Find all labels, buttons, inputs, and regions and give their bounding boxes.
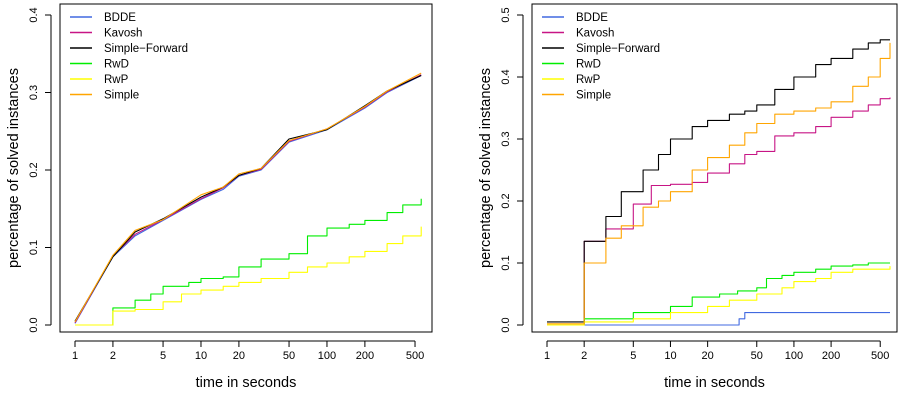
legend: BDDE Kavosh Simple−Forward RwD RwP Simple	[534, 6, 681, 105]
y-tick-label: 0.5	[500, 7, 512, 22]
x-tick-label: 20	[233, 350, 245, 362]
legend-label: Kavosh	[576, 28, 614, 40]
legend-label: Simple−Forward	[576, 43, 660, 55]
x-tick-label: 200	[356, 350, 374, 362]
legend-label: RwD	[104, 59, 129, 71]
series-line-rwp	[547, 266, 891, 326]
x-axis: 1 2 5 10 20 50 100 200 500	[544, 340, 889, 362]
y-tick-label: 0.1	[500, 255, 512, 270]
x-tick-label: 100	[785, 350, 803, 362]
plot-frame	[59, 3, 433, 333]
x-tick-label: 10	[664, 350, 676, 362]
legend-box	[62, 6, 209, 105]
legend-label: Kavosh	[104, 28, 142, 40]
series-line-kavosh	[74, 74, 422, 323]
y-tick-label: 0.4	[500, 69, 512, 84]
x-tick-label: 200	[822, 350, 840, 362]
series-line-rwd	[547, 262, 890, 326]
y-axis: 0.0 0.1 0.2 0.3 0.4	[28, 7, 52, 333]
x-tick-label: 5	[160, 350, 166, 362]
x-tick-label: 100	[318, 350, 336, 362]
series-line-simple	[74, 72, 422, 323]
x-axis-title: time in seconds	[196, 375, 297, 391]
legend: BDDE Kavosh Simple−Forward RwD RwP Simple	[62, 6, 209, 105]
series-line-rwd	[75, 198, 422, 326]
y-tick-label: 0.3	[28, 85, 40, 100]
legend-label: Simple−Forward	[104, 43, 188, 55]
y-axis-title: percentage of solved instances	[6, 68, 22, 268]
series-line-rwp	[75, 226, 422, 326]
series-line-kavosh	[547, 97, 891, 326]
legend-label: BDDE	[104, 12, 136, 24]
legend-label: RwD	[576, 59, 601, 71]
x-tick-label: 500	[406, 350, 424, 362]
x-tick-label: 1	[544, 350, 550, 362]
y-tick-label: 0.2	[500, 193, 512, 208]
legend-label: RwP	[576, 74, 601, 86]
x-tick-label: 1	[72, 350, 78, 362]
y-tick-label: 0.4	[28, 7, 40, 22]
y-tick-label: 0.3	[500, 131, 512, 146]
x-tick-label: 2	[110, 350, 116, 362]
series-line-simple	[547, 42, 891, 325]
y-tick-label: 0.2	[28, 162, 40, 177]
y-tick-label: 0.0	[28, 317, 40, 332]
legend-label: Simple	[104, 90, 139, 102]
y-axis-title: percentage of solved instances	[478, 68, 494, 268]
x-tick-label: 2	[581, 350, 587, 362]
legend-label: Simple	[576, 90, 611, 102]
y-tick-label: 0.1	[28, 240, 40, 255]
series-group	[74, 72, 422, 326]
y-axis: 0.0 0.1 0.2 0.3 0.4 0.5	[500, 7, 524, 333]
x-tick-label: 50	[751, 350, 763, 362]
series-line-bdde	[74, 75, 422, 324]
legend-box	[534, 6, 681, 105]
x-tick-label: 5	[630, 350, 636, 362]
x-axis: 1 2 5 10 20 50 100 200 500	[72, 340, 424, 362]
series-group	[547, 39, 891, 326]
plot-frame	[531, 3, 898, 333]
x-axis-title: time in seconds	[664, 375, 765, 391]
x-tick-label: 50	[283, 350, 295, 362]
legend-label: RwP	[104, 74, 129, 86]
y-tick-label: 0.0	[500, 317, 512, 332]
x-tick-label: 10	[195, 350, 207, 362]
x-tick-label: 500	[871, 350, 889, 362]
series-line-bdde	[547, 312, 890, 326]
x-tick-label: 20	[702, 350, 714, 362]
series-line-simple-forward	[74, 74, 422, 322]
legend-label: BDDE	[576, 12, 608, 24]
series-line-simple-forward	[547, 39, 890, 323]
